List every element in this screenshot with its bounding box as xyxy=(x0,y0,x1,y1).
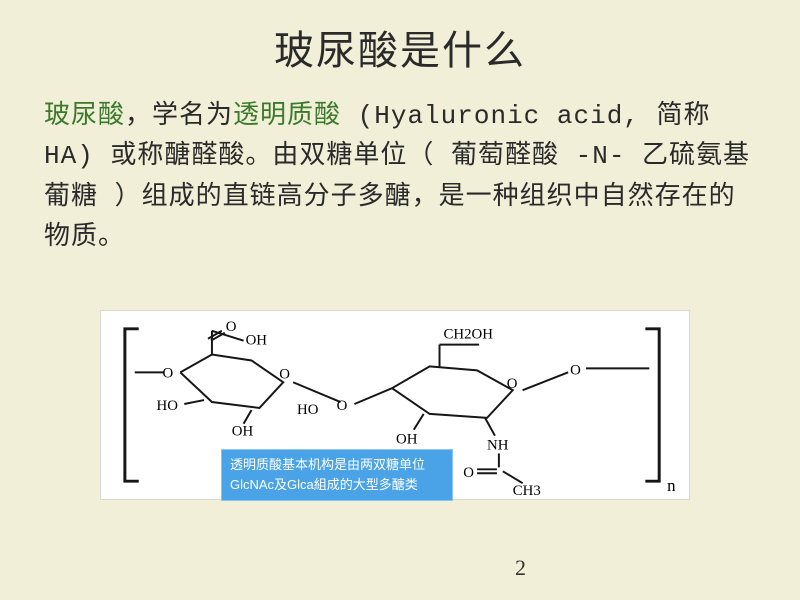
chemical-diagram: n O O O OH HO OH O HO xyxy=(100,310,690,500)
paragraph-seg2: ，学名为 xyxy=(125,101,233,131)
label-o-right: O xyxy=(570,362,581,378)
label-o-amide: O xyxy=(463,465,474,481)
label-cooh-oh: OH xyxy=(246,333,268,349)
caption-line-2: GlcNAc及Glca組成的大型多醣类 xyxy=(230,475,444,495)
label-oh-1: OH xyxy=(232,424,254,440)
slide-paragraph: 玻尿酸，学名为透明质酸 (Hyaluronic acid, 简称HA) 或称醣醛… xyxy=(0,96,800,257)
label-o-bridge: O xyxy=(337,398,348,414)
slide-title: 玻尿酸是什么 xyxy=(0,0,800,96)
label-ho-1: HO xyxy=(157,398,179,414)
label-oh-2: OH xyxy=(396,432,418,448)
subscript-n: n xyxy=(667,476,676,495)
term-hyaluronic-cn: 玻尿酸 xyxy=(44,101,125,131)
diagram-caption: 透明质酸基本机构是由两双糖单位 GlcNAc及Glca組成的大型多醣类 xyxy=(221,449,453,501)
svg-text:O: O xyxy=(507,376,518,392)
chemical-structure-box: n O O O OH HO OH O HO xyxy=(100,310,690,500)
term-transparent-acid: 透明质酸 xyxy=(233,101,341,131)
svg-text:O: O xyxy=(279,366,290,382)
svg-text:O: O xyxy=(162,365,173,381)
label-ho-2: HO xyxy=(297,402,319,418)
label-ch2oh: CH2OH xyxy=(443,327,493,343)
page-number: 2 xyxy=(515,555,526,581)
label-o-top: O xyxy=(226,319,237,335)
label-ch3: CH3 xyxy=(513,483,541,499)
caption-line-1: 透明质酸基本机构是由两双糖单位 xyxy=(230,455,444,475)
label-nh: NH xyxy=(487,438,509,454)
